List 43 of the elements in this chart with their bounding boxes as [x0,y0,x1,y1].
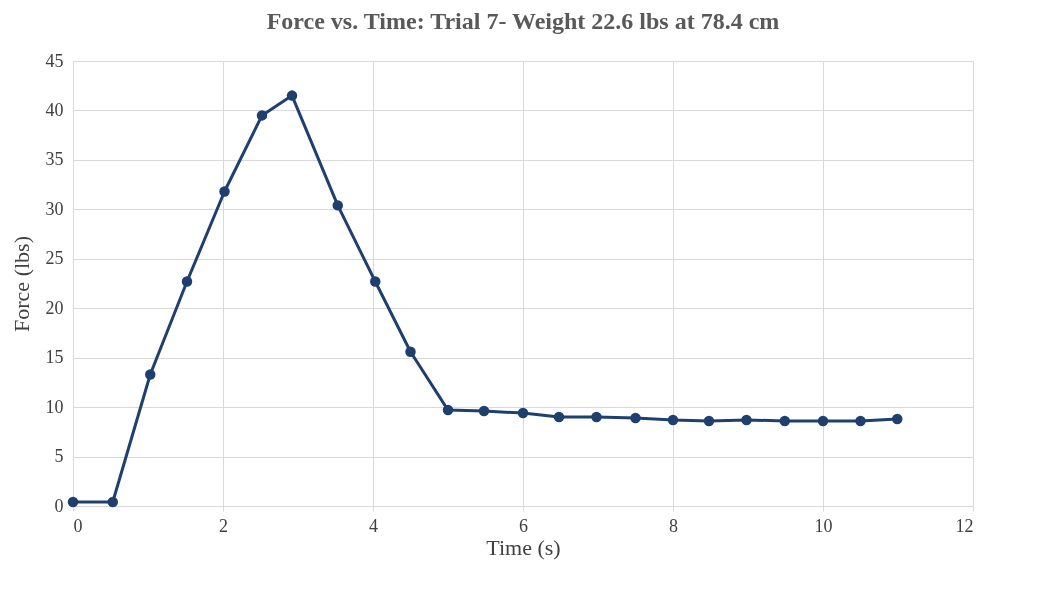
point [181,276,193,287]
point [667,414,679,426]
x-tick-label: 4 [369,515,378,536]
y-tick-label: 5 [54,446,64,467]
point [478,405,490,417]
y-tick-label: 10 [45,396,64,417]
point [67,496,79,508]
y-tick-label: 40 [45,99,64,120]
y-tick-label: 0 [54,495,64,516]
point [332,200,343,211]
y-tick-label: 20 [45,297,64,318]
x-tick-label: 6 [519,515,528,536]
y-tick-label: 15 [45,347,64,368]
point [703,415,715,427]
x-tick-label: 0 [73,515,83,536]
y-axis-title: Force (lbs) [8,236,34,332]
point [517,407,529,419]
point [817,415,829,427]
y-tick-label: 30 [45,198,64,219]
point [892,413,903,425]
y-tick-label: 45 [45,50,64,71]
point [855,415,866,427]
x-tick-label: 12 [955,515,974,536]
x-tick-label: 2 [219,515,228,536]
y-tick-label: 35 [45,149,64,170]
point [256,110,268,121]
point [405,346,416,357]
x-axis-title: Time (s) [486,534,561,560]
point [553,411,565,423]
point [630,412,641,424]
point [107,496,118,508]
point [219,186,230,197]
y-tick-label: 25 [45,248,64,269]
point [591,411,602,423]
point [442,404,454,416]
point [779,415,790,427]
x-tick-label: 8 [669,515,678,536]
point [145,369,156,380]
point [741,414,752,426]
chart-title: Force vs. Time: Trial 7- Weight 22.6 lbs at 78.4 cm [266,8,780,34]
x-tick-label: 10 [814,515,833,536]
point [286,90,298,101]
point [370,276,381,287]
